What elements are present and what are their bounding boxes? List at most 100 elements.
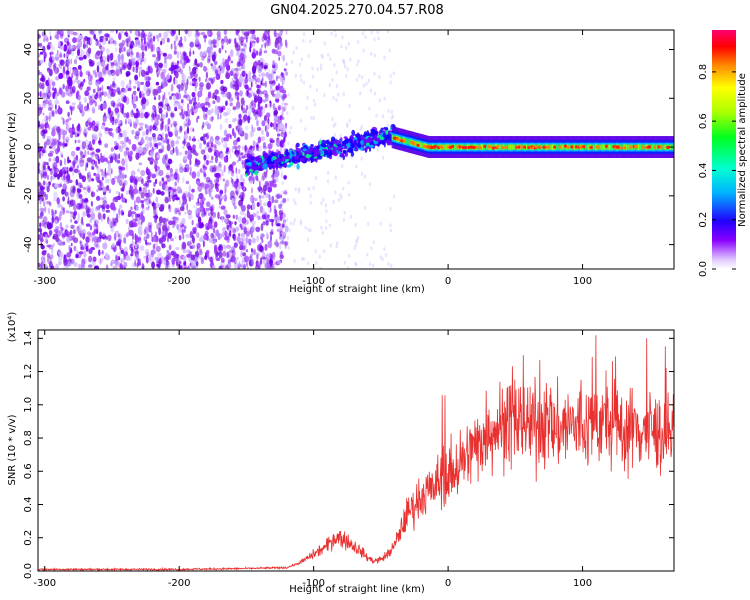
noise-cell	[95, 244, 100, 249]
noise-cell	[43, 161, 48, 166]
noise-cell	[152, 124, 157, 131]
noise-cell	[387, 261, 390, 266]
noise-cell	[68, 245, 71, 251]
noise-cell	[192, 205, 198, 209]
noise-cell	[225, 100, 228, 107]
noise-cell	[140, 69, 146, 78]
noise-cell	[150, 230, 153, 238]
noise-cell	[228, 124, 232, 129]
noise-cell	[187, 213, 193, 220]
noise-cell	[155, 209, 158, 216]
noise-cell	[190, 71, 193, 79]
noise-cell	[40, 256, 45, 262]
noise-cell	[187, 209, 193, 216]
noise-cell	[383, 55, 386, 60]
noise-cell	[122, 172, 125, 180]
noise-cell	[132, 248, 135, 254]
noise-cell	[87, 172, 89, 180]
noise-cell	[88, 233, 94, 238]
noise-cell	[96, 61, 101, 67]
noise-cell	[77, 191, 80, 197]
noise-cell	[66, 200, 71, 205]
noise-cell	[80, 219, 84, 225]
noise-cell	[273, 89, 276, 93]
noise-cell	[118, 153, 120, 160]
noise-cell	[225, 100, 229, 106]
noise-cell	[221, 105, 226, 111]
signal-cell	[289, 162, 294, 166]
noise-cell	[47, 95, 50, 100]
noise-cell	[130, 253, 134, 257]
noise-cell	[152, 54, 156, 58]
noise-cell	[149, 85, 153, 93]
noise-cell	[342, 217, 346, 222]
signal-cell	[322, 143, 327, 148]
noise-cell	[275, 260, 281, 266]
noise-cell	[150, 249, 155, 256]
noise-cell	[119, 140, 125, 145]
noise-cell	[56, 197, 60, 205]
noise-cell	[129, 150, 134, 156]
noise-cell	[243, 81, 246, 87]
noise-cell	[239, 127, 243, 135]
noise-cell	[171, 250, 177, 257]
noise-cell	[41, 197, 44, 202]
noise-cell	[175, 140, 180, 145]
noise-cell	[141, 262, 144, 267]
noise-cell	[40, 186, 45, 191]
noise-cell	[220, 79, 224, 85]
noise-cell	[347, 192, 351, 197]
noise-cell	[183, 138, 186, 146]
noise-cell	[191, 188, 195, 193]
noise-cell	[160, 203, 165, 209]
noise-cell	[218, 47, 222, 54]
noise-cell	[156, 88, 162, 94]
noise-cell	[179, 125, 183, 132]
noise-cell	[65, 53, 70, 57]
noise-cell	[348, 103, 351, 108]
noise-cell	[325, 219, 328, 224]
noise-cell	[125, 147, 129, 151]
noise-cell	[138, 122, 144, 126]
noise-cell	[138, 44, 142, 49]
noise-cell	[64, 143, 68, 147]
noise-cell	[98, 187, 103, 191]
noise-cell	[119, 103, 124, 110]
noise-cell	[231, 256, 236, 263]
noise-cell	[277, 45, 280, 51]
noise-cell	[132, 99, 135, 106]
noise-cell	[78, 101, 82, 108]
noise-cell	[277, 216, 280, 224]
noise-cell	[70, 214, 74, 219]
noise-cell	[70, 107, 73, 116]
noise-cell	[48, 112, 52, 120]
noise-cell	[219, 123, 223, 131]
noise-cell	[183, 111, 189, 115]
noise-cell	[147, 242, 152, 246]
signal-cell	[251, 171, 254, 175]
noise-cell	[105, 254, 111, 261]
noise-cell	[273, 110, 279, 115]
signal-cell	[353, 139, 357, 146]
noise-cell	[118, 47, 122, 54]
noise-cell	[41, 119, 46, 126]
noise-cell	[38, 53, 41, 58]
noise-cell	[251, 202, 256, 211]
noise-cell	[70, 218, 73, 223]
noise-cell	[111, 177, 116, 186]
noise-cell	[247, 87, 252, 91]
noise-cell	[161, 78, 168, 86]
noise-cell	[52, 110, 54, 116]
noise-cell	[59, 53, 63, 58]
noise-cell	[192, 230, 196, 235]
noise-cell	[233, 132, 237, 139]
noise-cell	[283, 68, 287, 72]
signal-cell	[386, 134, 393, 141]
noise-cell	[168, 131, 173, 138]
noise-cell	[218, 205, 221, 209]
noise-cell	[263, 30, 266, 37]
noise-cell	[166, 143, 171, 152]
noise-cell	[218, 161, 222, 166]
noise-cell	[118, 145, 123, 149]
noise-cell	[96, 50, 101, 56]
